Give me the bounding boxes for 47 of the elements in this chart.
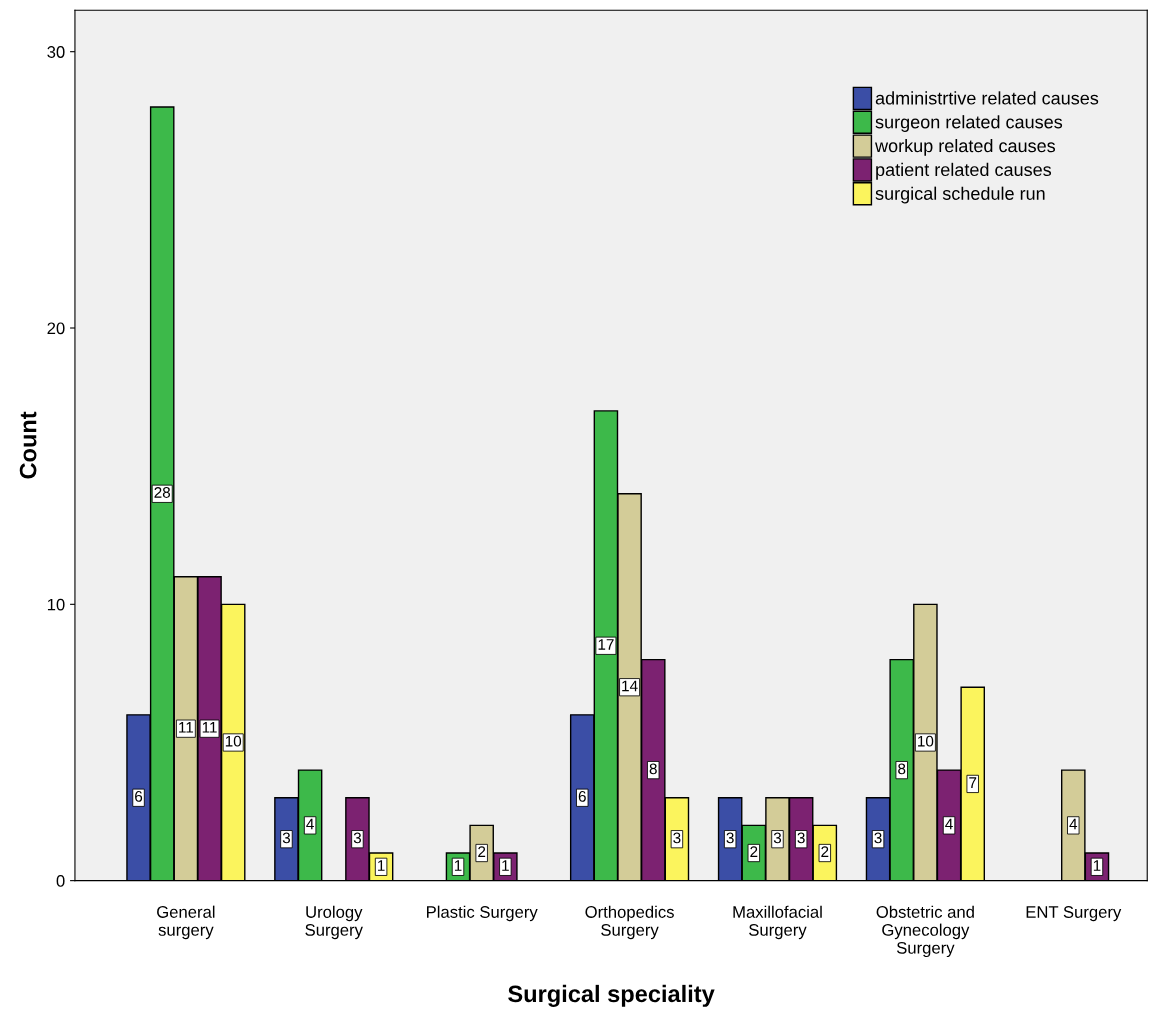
data-label: 4 [1069, 818, 1078, 830]
data-label: 3 [797, 832, 805, 844]
data-label: 1 [1093, 860, 1101, 871]
data-label: 3 [773, 832, 782, 844]
data-label: 8 [649, 763, 657, 775]
data-label: 2 [750, 846, 758, 857]
data-label: 17 [598, 639, 614, 650]
data-label: 10 [225, 735, 242, 747]
y-tick-label: 20 [47, 322, 65, 335]
x-tick-label: Maxillofacial Surgery [733, 905, 822, 940]
data-label: 11 [179, 722, 194, 733]
x-tick-label: General surgery [157, 905, 215, 940]
data-label: 6 [578, 791, 586, 802]
x-tick-label: Urology Surgery [305, 905, 363, 940]
data-label: 2 [478, 846, 486, 857]
x-tick-label: Orthopedics Surgery [585, 905, 674, 940]
data-label: 6 [135, 791, 143, 802]
data-label: 3 [673, 832, 681, 844]
data-label: 1 [378, 860, 385, 871]
data-label: 7 [969, 777, 977, 788]
legend-label: surgeon related causes [875, 115, 1063, 132]
y-tick-label: 0 [56, 875, 65, 887]
data-label: 3 [874, 832, 882, 844]
data-label: 4 [945, 818, 953, 830]
data-label: 8 [898, 763, 906, 775]
x-tick-label: Plastic Surgery [427, 905, 538, 922]
data-label: 4 [306, 818, 314, 830]
x-tick-label: ENT Surgery [1026, 906, 1122, 922]
data-label: 28 [154, 487, 171, 498]
data-label: 1 [454, 860, 462, 871]
data-label: 1 [502, 860, 509, 871]
y-axis-title: Count [19, 411, 37, 479]
data-label: 11 [202, 722, 217, 733]
x-tick-label: Obstetric and Gynecology Surgery [876, 905, 974, 958]
data-label: 3 [282, 832, 291, 844]
legend-label: surgical schedule run [875, 186, 1045, 204]
data-label: 3 [726, 832, 734, 844]
legend-label: workup related causes [875, 138, 1056, 156]
legend-label: patient related causes [876, 162, 1052, 180]
x-axis-title: Surgical speciality [508, 984, 715, 1007]
data-label: 2 [821, 846, 829, 857]
data-label: 14 [622, 680, 638, 692]
legend-label: administrtive related causes [875, 91, 1099, 105]
data-label: 3 [353, 832, 362, 844]
y-tick-label: 10 [47, 598, 65, 611]
data-label: 10 [918, 735, 934, 747]
y-tick-label: 30 [47, 46, 65, 58]
